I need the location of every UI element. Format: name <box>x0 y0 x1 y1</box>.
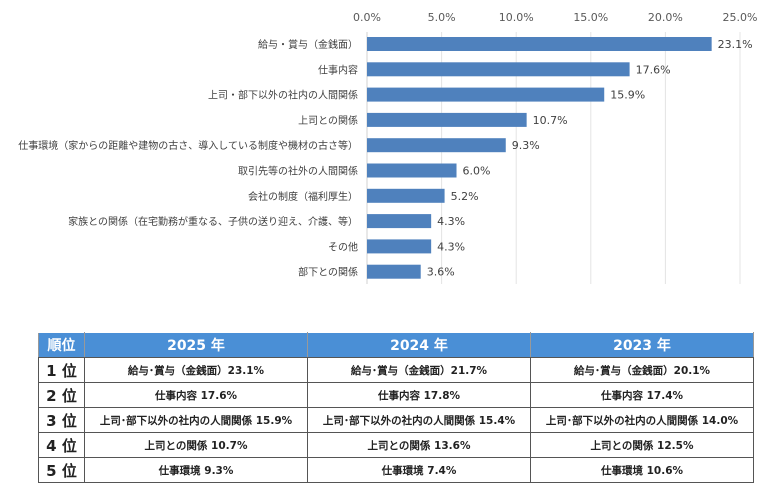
bar <box>367 239 432 254</box>
bar <box>367 112 527 127</box>
header-2024: 2024 年 <box>307 332 531 358</box>
bar <box>367 214 432 229</box>
ranking-cell: 上司との関係 12.5% <box>530 432 754 458</box>
ranking-cell: 給与･賞与（金銭面）20.1% <box>530 357 754 383</box>
bar-chart: 0.0% 5.0% 10.0% 15.0% 20.0% 25.0% 給与・賞与（金銭面） 23… <box>18 11 758 284</box>
bar <box>367 264 421 279</box>
bar <box>367 188 445 203</box>
header-rank: 順位 <box>38 332 85 358</box>
bar <box>367 138 506 153</box>
category-label: 上司・部下以外の社内の人間関係 <box>208 89 358 102</box>
rank-cell: 5 位 <box>38 457 85 483</box>
bar <box>367 87 605 102</box>
ranking-cell: 給与･賞与（金銭面）23.1% <box>84 357 308 383</box>
rank-cell: 2 位 <box>38 382 85 408</box>
ranking-cell: 仕事環境 7.4% <box>307 457 531 483</box>
tick-label: 0.0% <box>353 11 381 24</box>
category-label: 家族との関係（在宅勤務が重なる、子供の送り迎え、介護、等） <box>68 215 358 228</box>
data-label: 10.7% <box>533 114 568 127</box>
table-row: 4 位上司との関係 10.7% 上司との関係 13.6% 上司との関係 12.5% <box>38 432 754 458</box>
table-header-row: 順位 2025 年 2024 年 2023 年 <box>38 332 754 358</box>
data-label: 17.6% <box>636 63 671 76</box>
table-row: 1 位給与･賞与（金銭面）23.1% 給与･賞与（金銭面）21.7% 給与･賞与（金… <box>38 357 754 383</box>
category-label: 給与・賞与（金銭面） <box>258 38 358 51</box>
ranking-table: 順位 2025 年 2024 年 2023 年 1 位給与･賞与（金銭面）23.… <box>38 332 754 483</box>
category-label: 会社の制度（福利厚生） <box>248 190 358 203</box>
table-row: 2 位仕事内容 17.6% 仕事内容 17.8% 仕事内容 17.4% <box>38 382 754 408</box>
category-label: 上司との関係 <box>298 115 358 127</box>
category-label: 仕事環境（家からの距離や建物の古さ、導入している制度や機材の古さ等） <box>18 139 358 152</box>
ranking-cell: 上司･部下以外の社内の人間関係 15.9% <box>84 407 308 433</box>
ranking-cell: 仕事内容 17.4% <box>530 382 754 408</box>
category-label: 取引先等の社外の人間関係 <box>238 165 358 178</box>
ranking-cell: 給与･賞与（金銭面）21.7% <box>307 357 531 383</box>
header-2023: 2023 年 <box>530 332 754 358</box>
ranking-cell: 上司との関係 10.7% <box>84 432 308 458</box>
data-label: 4.3% <box>437 215 465 228</box>
bar <box>367 163 457 178</box>
rank-cell: 3 位 <box>38 407 85 433</box>
table-row: 5 位仕事環境 9.3% 仕事環境 7.4% 仕事環境 10.6% <box>38 457 754 483</box>
category-label: その他 <box>328 240 358 253</box>
ranking-cell: 仕事環境 9.3% <box>84 457 308 483</box>
tick-label: 10.0% <box>499 11 534 24</box>
tick-label: 20.0% <box>648 11 683 24</box>
tick-label: 5.0% <box>428 11 456 24</box>
data-label: 3.6% <box>427 266 455 279</box>
data-label: 5.2% <box>451 190 479 203</box>
rank-cell: 1 位 <box>38 357 85 383</box>
ranking-cell: 上司との関係 13.6% <box>307 432 531 458</box>
ranking-cell: 上司･部下以外の社内の人間関係 14.0% <box>530 407 754 433</box>
data-label: 4.3% <box>437 240 465 253</box>
data-label: 23.1% <box>718 38 753 51</box>
rank-cell: 4 位 <box>38 432 85 458</box>
bar <box>367 37 712 51</box>
ranking-cell: 仕事内容 17.6% <box>84 382 308 408</box>
data-label: 9.3% <box>512 139 540 152</box>
ranking-cell: 上司･部下以外の社内の人間関係 15.4% <box>307 407 531 433</box>
category-label: 部下との関係 <box>298 266 358 279</box>
bar <box>367 62 630 77</box>
category-label: 仕事内容 <box>318 63 358 76</box>
ranking-cell: 仕事環境 10.6% <box>530 457 754 483</box>
ranking-cell: 仕事内容 17.8% <box>307 382 531 408</box>
table-row: 3 位上司･部下以外の社内の人間関係 15.9% 上司･部下以外の社内の人間関係 … <box>38 407 754 433</box>
tick-label: 25.0% <box>723 11 758 24</box>
data-label: 15.9% <box>610 89 645 102</box>
tick-label: 15.0% <box>573 11 608 24</box>
data-label: 6.0% <box>463 165 491 178</box>
header-2025: 2025 年 <box>84 332 308 358</box>
